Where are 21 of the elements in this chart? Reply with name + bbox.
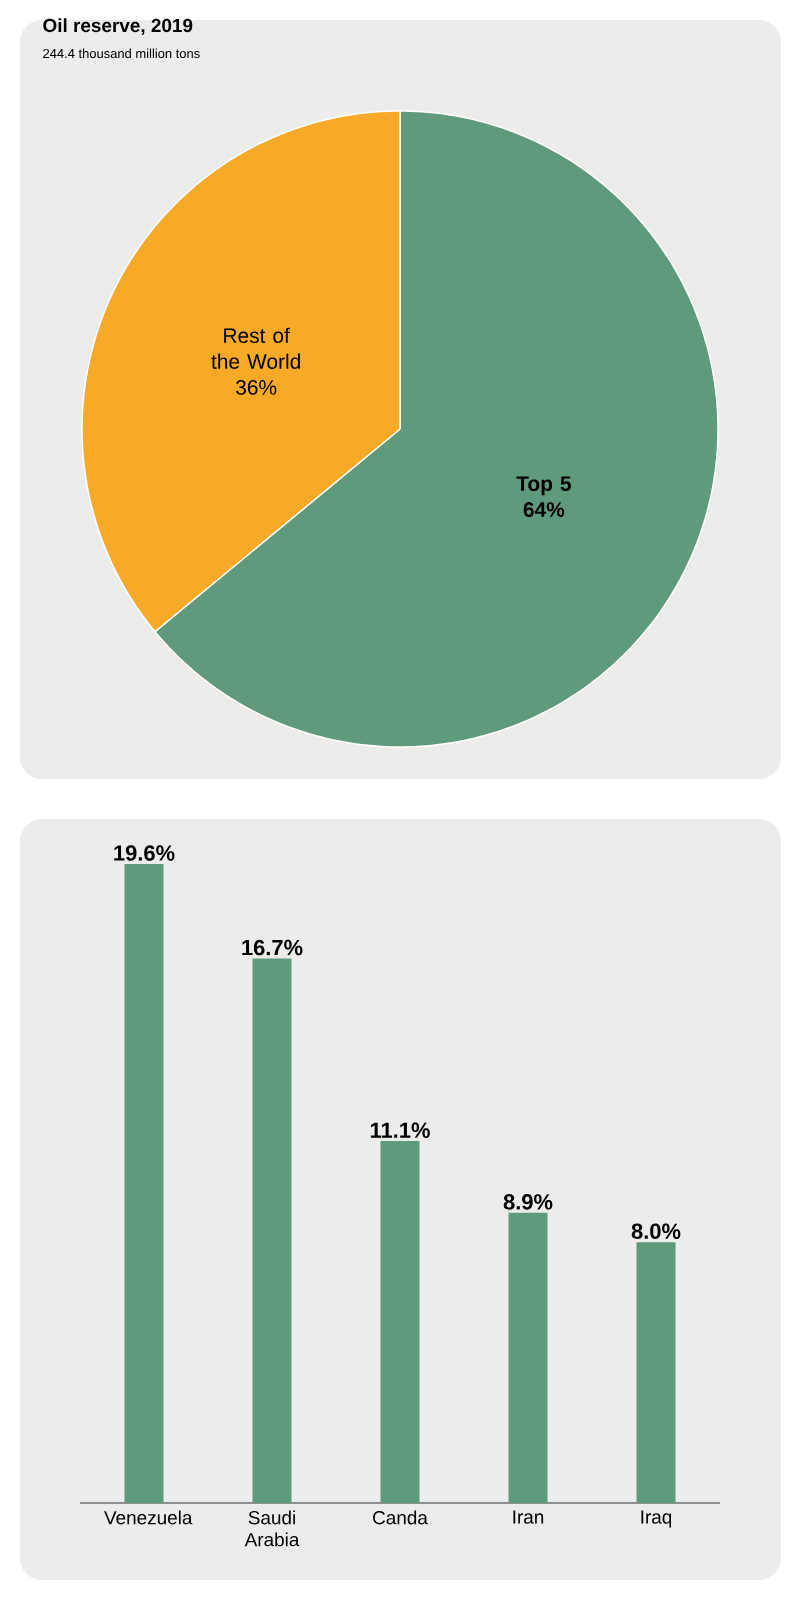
slice-label: Rest of the World (211, 327, 300, 369)
x-tick-label: Venezuela (104, 1510, 193, 1525)
slice-label: Top 5 (516, 476, 571, 496)
x-tick-label: Iran (513, 1510, 544, 1524)
x-tick-label: Saudi Arabia (244, 1510, 300, 1547)
bar (252, 958, 292, 1503)
chart-subtitle: 244.4 thousand million tons (43, 48, 200, 59)
data-label: 16.7% (242, 939, 303, 956)
data-label: 8.9% (503, 1194, 553, 1210)
chart-title: Oil reserve, 2019 (43, 18, 193, 35)
data-label: 36% (236, 380, 277, 395)
bar (380, 1141, 420, 1503)
x-tick-label: Canda (373, 1510, 428, 1525)
bar (508, 1212, 548, 1503)
bar (636, 1242, 676, 1503)
bar (124, 863, 164, 1503)
data-label: 64% (523, 502, 565, 517)
data-label: 8.0% (631, 1223, 681, 1239)
x-tick-label: Iraq (641, 1510, 672, 1528)
data-label: 19.6% (114, 845, 175, 861)
data-label: 11.1% (370, 1122, 430, 1138)
